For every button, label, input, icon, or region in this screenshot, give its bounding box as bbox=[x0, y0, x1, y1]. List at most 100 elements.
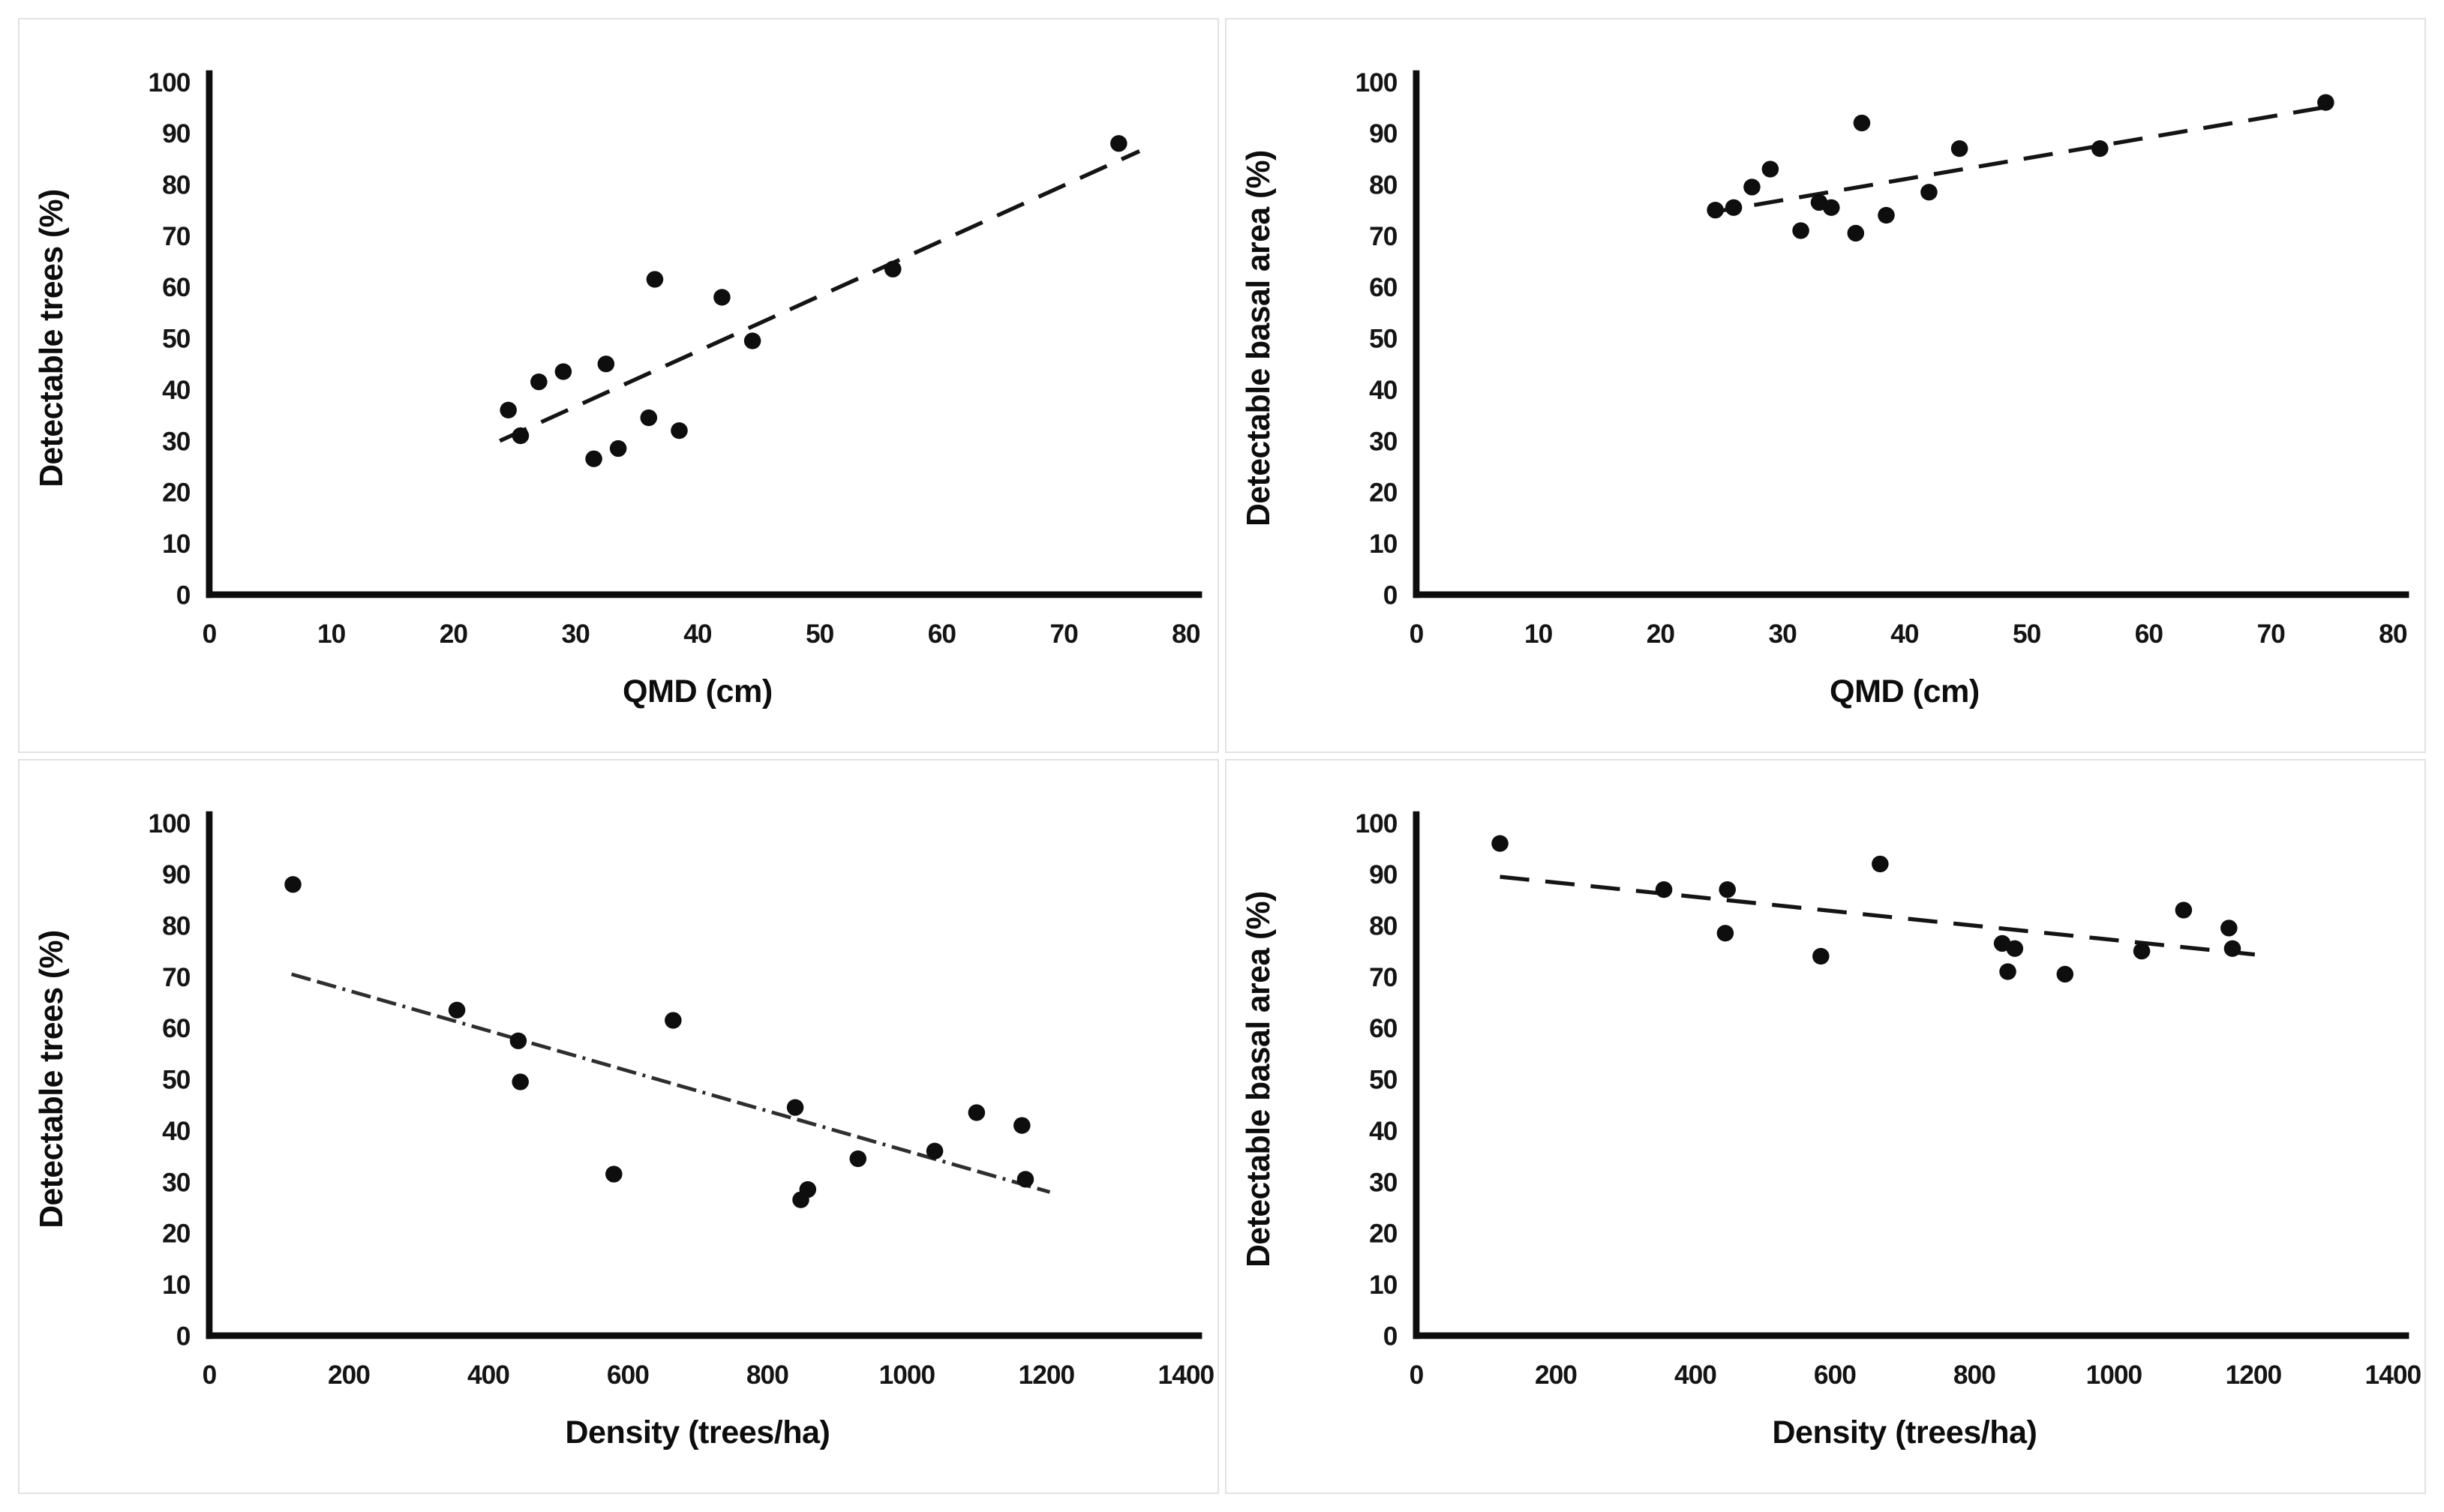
x-tick-label: 20 bbox=[1647, 620, 1675, 649]
data-point bbox=[1491, 835, 1509, 852]
y-tick-label: 0 bbox=[1383, 581, 1398, 610]
x-tick-label: 70 bbox=[1049, 620, 1078, 649]
y-tick-label: 70 bbox=[1369, 963, 1398, 992]
y-tick-label: 50 bbox=[1369, 1066, 1398, 1095]
data-point bbox=[1920, 184, 1938, 201]
data-point bbox=[1872, 855, 1889, 873]
trend-line bbox=[1709, 103, 2339, 215]
y-tick-label: 20 bbox=[162, 1220, 191, 1249]
data-point bbox=[671, 422, 688, 440]
y-tick-label: 90 bbox=[1369, 119, 1398, 148]
data-point bbox=[509, 1032, 527, 1049]
y-tick-label: 10 bbox=[162, 530, 191, 559]
y-tick-label: 90 bbox=[1369, 860, 1398, 890]
data-point bbox=[530, 374, 548, 391]
x-tick-label: 800 bbox=[1953, 1360, 1995, 1390]
data-point bbox=[1110, 135, 1127, 152]
data-point bbox=[1792, 222, 1809, 239]
data-point bbox=[609, 440, 627, 458]
data-point bbox=[968, 1104, 986, 1121]
y-tick-label: 20 bbox=[1369, 1220, 1398, 1249]
x-axis-title: QMD (cm) bbox=[1830, 674, 1980, 710]
y-tick-label: 90 bbox=[162, 860, 191, 890]
data-point bbox=[665, 1012, 682, 1029]
x-tick-label: 1000 bbox=[879, 1360, 935, 1390]
y-tick-label: 60 bbox=[162, 1014, 191, 1043]
trees-vs-qmd-chart: 0 10 20 30 40 50 60 70 80 90 100 0 10 20 30 40 50 60 70 80 Q… bbox=[34, 68, 1202, 710]
y-tick-label: 30 bbox=[162, 428, 191, 457]
y-tick-label: 50 bbox=[162, 1066, 191, 1095]
data-point bbox=[2056, 965, 2074, 983]
data-point bbox=[1743, 178, 1761, 196]
data-point bbox=[512, 1073, 529, 1090]
y-tick-label: 60 bbox=[1369, 273, 1398, 302]
x-tick-label: 10 bbox=[317, 620, 346, 649]
data-point bbox=[554, 363, 572, 380]
x-tick-label: 70 bbox=[2256, 620, 2285, 649]
data-point bbox=[1707, 202, 1724, 219]
x-tick-label: 1400 bbox=[2365, 1360, 2421, 1390]
y-tick-label: 100 bbox=[1356, 68, 1398, 98]
data-point bbox=[713, 289, 731, 306]
x-tick-label: 60 bbox=[2135, 620, 2163, 649]
y-tick-label: 0 bbox=[176, 1322, 191, 1352]
data-point bbox=[1847, 224, 1865, 242]
x-tick-label: 30 bbox=[562, 620, 590, 649]
trend-line bbox=[1500, 874, 2257, 957]
trend-line bbox=[499, 149, 1141, 443]
x-axis-title: QMD (cm) bbox=[623, 674, 773, 710]
y-tick-label: 80 bbox=[1369, 171, 1398, 200]
x-tick-label: 600 bbox=[607, 1360, 649, 1390]
y-tick-label: 100 bbox=[149, 809, 191, 838]
data-point bbox=[884, 260, 902, 278]
data-point bbox=[1716, 925, 1734, 942]
y-tick-label: 100 bbox=[1356, 809, 1398, 838]
scatter-panel-trees-vs-density: 0 10 20 30 40 50 60 70 80 90 100 0 200 400 600 800 1000 1… bbox=[18, 759, 1219, 1494]
x-tick-label: 200 bbox=[1535, 1360, 1577, 1390]
x-tick-label: 0 bbox=[1410, 1360, 1424, 1390]
y-tick-label: 30 bbox=[1369, 428, 1398, 457]
x-tick-label: 30 bbox=[1769, 620, 1797, 649]
y-tick-label: 60 bbox=[162, 273, 191, 302]
data-point bbox=[743, 332, 761, 350]
y-axis-title: Detectable trees (%) bbox=[34, 930, 70, 1228]
data-point bbox=[1013, 1117, 1031, 1134]
scatter-panel-basal-area-vs-density: 0 10 20 30 40 50 60 70 80 90 100 0 200 400 600 800 1000 1… bbox=[1225, 759, 2426, 1494]
x-tick-label: 10 bbox=[1524, 620, 1553, 649]
y-tick-label: 20 bbox=[1369, 478, 1398, 508]
x-tick-label: 1200 bbox=[2226, 1360, 2282, 1390]
x-axis-title: Density (trees/ha) bbox=[565, 1414, 830, 1450]
y-tick-label: 80 bbox=[1369, 912, 1398, 941]
x-tick-label: 0 bbox=[1410, 620, 1424, 649]
x-tick-label: 400 bbox=[1674, 1360, 1716, 1390]
x-tick-label: 80 bbox=[2379, 620, 2407, 649]
x-tick-label: 600 bbox=[1814, 1360, 1856, 1390]
data-point bbox=[605, 1166, 623, 1183]
y-tick-label: 40 bbox=[162, 1117, 191, 1146]
data-point bbox=[2133, 943, 2151, 960]
data-point bbox=[786, 1099, 804, 1116]
data-point bbox=[2175, 902, 2193, 919]
y-tick-label: 10 bbox=[1369, 530, 1398, 559]
x-tick-label: 1000 bbox=[2086, 1360, 2142, 1390]
y-tick-label: 70 bbox=[162, 222, 191, 251]
y-tick-label: 30 bbox=[1369, 1168, 1398, 1198]
x-tick-label: 80 bbox=[1172, 620, 1200, 649]
x-tick-label: 50 bbox=[806, 620, 834, 649]
x-tick-label: 0 bbox=[203, 1360, 217, 1390]
data-point bbox=[926, 1142, 944, 1160]
x-tick-label: 50 bbox=[2013, 620, 2041, 649]
y-tick-label: 60 bbox=[1369, 1014, 1398, 1043]
x-tick-label: 800 bbox=[746, 1360, 788, 1390]
data-point bbox=[1761, 160, 1779, 178]
y-tick-label: 40 bbox=[1369, 1117, 1398, 1146]
y-tick-label: 80 bbox=[162, 171, 191, 200]
y-tick-label: 40 bbox=[1369, 376, 1398, 405]
y-tick-label: 50 bbox=[162, 325, 191, 354]
y-tick-label: 50 bbox=[1369, 325, 1398, 354]
data-point bbox=[2006, 940, 2024, 957]
y-tick-label: 10 bbox=[162, 1270, 191, 1300]
data-point bbox=[1950, 140, 1968, 158]
